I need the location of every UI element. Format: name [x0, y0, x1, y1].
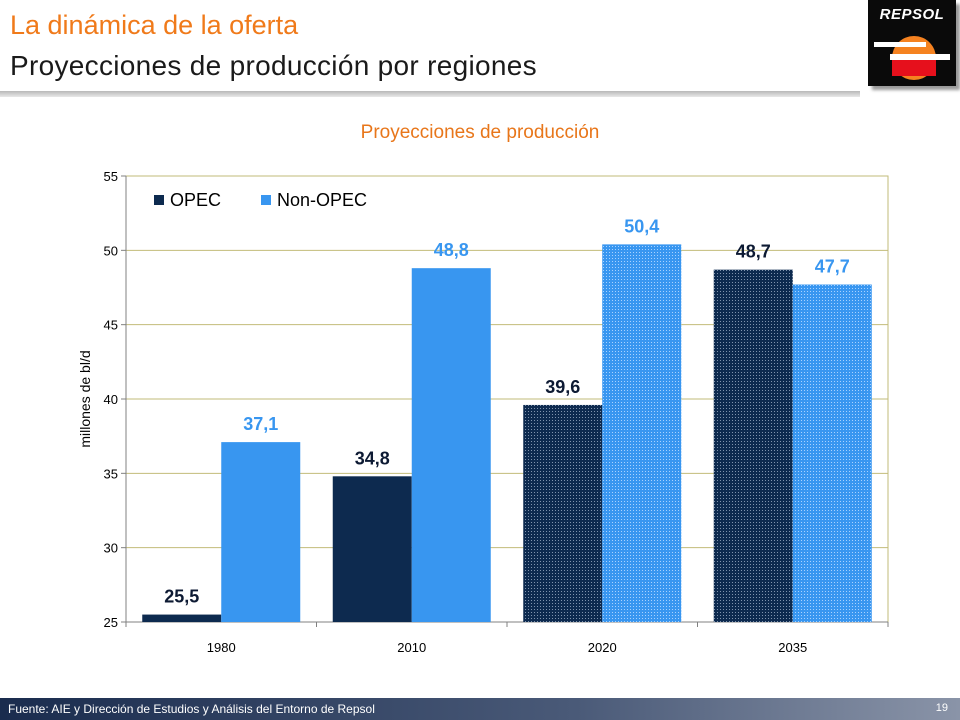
- slide-subtitle: Proyecciones de producción por regiones: [10, 50, 537, 81]
- bar-opec-2010: [332, 476, 412, 622]
- y-tick-label: 25: [104, 615, 118, 630]
- bar-chart: 25 30 35 40 45 50 55 1980 2010 2020 2035 25,5 37,1…: [77, 169, 889, 655]
- bar-opec-2035: [713, 269, 793, 622]
- data-label: 50,4: [624, 216, 659, 236]
- legend-swatch-opec: [154, 195, 164, 205]
- y-tick-label: 45: [104, 318, 118, 333]
- source-note: Fuente: AIE y Dirección de Estudios y An…: [8, 702, 375, 716]
- x-tick-label: 1980: [207, 640, 236, 655]
- page-number: 19: [935, 702, 948, 714]
- logo-emblem-icon: [874, 36, 950, 80]
- logo-text: REPSOL: [879, 6, 945, 23]
- data-label: 34,8: [355, 448, 390, 468]
- data-label: 25,5: [164, 587, 199, 607]
- legend-label-non-opec: Non-OPEC: [277, 190, 367, 210]
- chart-title: Proyecciones de producción: [360, 122, 600, 143]
- data-label: 48,7: [736, 242, 771, 262]
- legend-swatch-non-opec: [261, 195, 271, 205]
- slide-title: La dinámica de la oferta: [10, 10, 299, 40]
- header-divider: [0, 91, 860, 97]
- repsol-logo: REPSOL: [868, 0, 956, 86]
- bar-opec-1980: [142, 614, 222, 622]
- legend: OPEC Non-OPEC: [154, 190, 367, 210]
- bar-non-opec-2010: [411, 268, 491, 622]
- footer-bar: Fuente: AIE y Dirección de Estudios y An…: [0, 698, 960, 720]
- data-label: 48,8: [434, 240, 469, 260]
- y-tick-label: 30: [104, 541, 118, 556]
- bar-opec-2020: [523, 404, 603, 622]
- x-tick-label: 2020: [588, 640, 617, 655]
- legend-label-opec: OPEC: [170, 190, 221, 210]
- data-label: 39,6: [545, 377, 580, 397]
- bar-non-opec-1980: [221, 442, 301, 622]
- data-label: 37,1: [243, 414, 278, 434]
- y-tick-label: 55: [104, 169, 118, 184]
- y-tick-label: 40: [104, 392, 118, 407]
- y-axis-label: millones de bl/d: [77, 350, 93, 447]
- x-tick-label: 2010: [397, 640, 426, 655]
- data-label: 47,7: [815, 257, 850, 277]
- bar-non-opec-2020: [602, 244, 682, 623]
- y-tick-label: 50: [104, 243, 118, 258]
- bar-non-opec-2035: [792, 284, 872, 622]
- y-tick-label: 35: [104, 466, 118, 481]
- x-tick-label: 2035: [778, 640, 807, 655]
